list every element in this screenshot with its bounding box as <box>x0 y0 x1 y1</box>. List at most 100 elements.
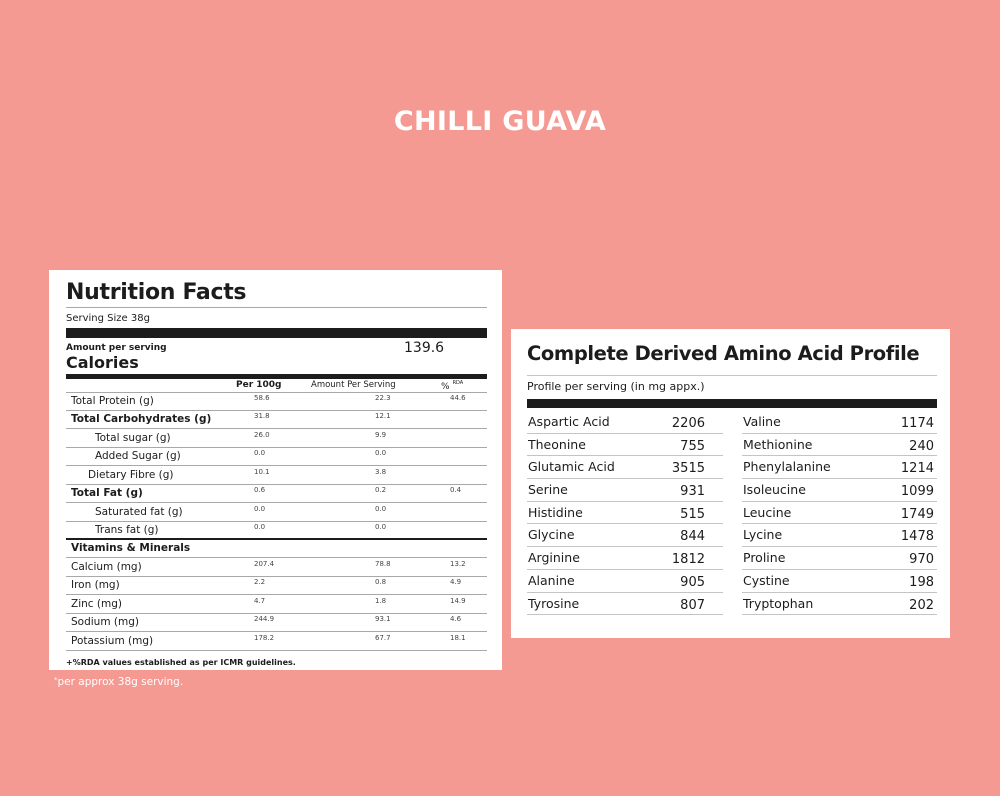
amino-acid-row: Lycine 1478 <box>742 524 937 548</box>
amino-acid-value: 844 <box>680 529 705 545</box>
row-divider <box>66 447 487 448</box>
amino-acid-row: Aspartic Acid 2206 <box>527 411 723 434</box>
per-serving-value: 3.8 <box>375 468 387 476</box>
amount-per-serving-label: Amount per serving <box>66 343 167 353</box>
amino-acid-row: Cystine 198 <box>742 570 937 593</box>
amino-acid-subtitle: Profile per serving (in mg appx.) <box>527 380 705 393</box>
amino-acid-row: Theonine 755 <box>527 434 723 457</box>
amino-acid-row: Histidine 515 <box>527 502 723 525</box>
calories-value: 139.6 <box>404 340 445 356</box>
row-divider <box>66 650 487 651</box>
amino-acid-row: Serine 931 <box>527 479 723 502</box>
row-divider <box>66 484 487 485</box>
per-100g-value: 0.0 <box>254 449 266 457</box>
per-100g-value: 178.2 <box>254 634 275 642</box>
row-divider <box>66 428 487 429</box>
rda-superscript: RDA <box>452 380 464 386</box>
amino-acid-row: Isoleucine 1099 <box>742 479 937 502</box>
row-divider <box>66 521 487 522</box>
rda-value: 14.9 <box>450 597 466 605</box>
per-100g-value: 4.7 <box>254 597 266 605</box>
amino-acid-name: Tryptophan <box>743 595 814 611</box>
amino-acid-row: Methionine 240 <box>742 434 937 457</box>
mineral-row: Zinc (mg) 4.7 1.8 14.9 <box>66 596 487 614</box>
amino-acid-value: 2206 <box>671 416 705 431</box>
row-divider <box>66 613 487 614</box>
amino-acid-name: Arginine <box>528 550 580 566</box>
amino-acid-value: 970 <box>909 552 934 568</box>
amino-acid-name: Alanine <box>528 572 575 588</box>
calories-label: Calories <box>66 353 139 372</box>
amino-acid-column-right: Valine 1174 Methionine 240 Phenylalanine 1214… <box>742 411 937 616</box>
amino-acid-value: 1099 <box>900 484 934 500</box>
column-header-per-100g: Per 100g <box>236 380 282 390</box>
amino-acid-value: 1214 <box>900 461 934 477</box>
rda-value: 13.2 <box>450 560 466 568</box>
page-title: CHILLI GUAVA <box>393 106 607 137</box>
per-serving-value: 1.8 <box>375 597 387 605</box>
mineral-label: Potassium (mg) <box>71 635 154 647</box>
per-100g-value: 31.8 <box>254 412 270 420</box>
nutrient-row: Dietary Fibre (g) 10.1 3.8 <box>66 467 487 485</box>
amino-acid-name: Phenylalanine <box>743 459 831 475</box>
row-divider <box>66 576 487 577</box>
mineral-row: Calcium (mg) 207.4 78.8 13.2 <box>66 559 487 577</box>
amino-acid-name: Glutamic Acid <box>528 459 615 475</box>
per-serving-value: 0.0 <box>375 523 387 531</box>
rda-percent-symbol: % <box>441 382 450 392</box>
per-serving-value: 78.8 <box>375 560 391 568</box>
rda-value: 4.9 <box>450 578 462 586</box>
amino-acid-value: 240 <box>909 438 934 454</box>
per-serving-value: 0.2 <box>375 486 387 494</box>
amino-acid-row: Arginine 1812 <box>527 547 723 570</box>
amino-acid-row: Tyrosine 807 <box>527 593 723 616</box>
amino-acid-name: Isoleucine <box>743 482 806 498</box>
amino-acid-value: 515 <box>680 506 705 522</box>
amino-acid-row: Glycine 844 <box>527 524 723 548</box>
divider <box>527 375 937 376</box>
amino-acid-value: 1812 <box>671 552 705 568</box>
mineral-label: Iron (mg) <box>71 579 120 591</box>
amino-acid-column-left: Aspartic Acid 2206 Theonine 755 Glutamic Aci… <box>527 411 723 616</box>
per-serving-value: 0.8 <box>375 578 387 586</box>
nutrient-label: Dietary Fibre (g) <box>88 469 174 481</box>
serving-size: Serving Size 38g <box>66 313 150 324</box>
nutrient-label: Total Protein (g) <box>71 395 154 407</box>
nutrient-row: Added Sugar (g) 0.0 0.0 <box>66 448 487 466</box>
amino-acid-value: 202 <box>909 597 934 613</box>
amino-acid-row: Glutamic Acid 3515 <box>527 456 723 480</box>
amino-acid-value: 905 <box>680 574 705 590</box>
amino-acid-value: 807 <box>680 597 705 613</box>
serving-note: *per approx 38g serving. <box>54 676 183 688</box>
per-100g-value: 0.0 <box>254 505 266 513</box>
amino-acid-panel: Complete Derived Amino Acid Profile Prof… <box>511 329 950 638</box>
column-header-rda: % RDA <box>441 380 463 392</box>
amino-acid-name: Glycine <box>528 527 575 543</box>
rda-value: 44.6 <box>450 394 466 402</box>
asterisk: * <box>54 676 58 684</box>
per-serving-value: 22.3 <box>375 394 391 402</box>
per-serving-value: 9.9 <box>375 431 387 439</box>
row-divider <box>66 465 487 466</box>
mineral-label: Sodium (mg) <box>71 616 139 628</box>
nutrient-label: Saturated fat (g) <box>95 506 183 518</box>
rda-value: 18.1 <box>450 634 466 642</box>
amino-acid-row: Phenylalanine 1214 <box>742 456 937 480</box>
thick-divider <box>66 328 487 338</box>
mineral-row: Potassium (mg) 178.2 67.7 18.1 <box>66 633 487 651</box>
amino-acid-name: Lycine <box>743 527 783 543</box>
row-divider <box>66 594 487 595</box>
amino-acid-name: Serine <box>528 482 568 498</box>
amino-acid-row: Valine 1174 <box>742 411 937 434</box>
amino-acid-row: Alanine 905 <box>527 570 723 593</box>
per-100g-value: 10.1 <box>254 468 270 476</box>
nutrient-row: Saturated fat (g) 0.0 0.0 <box>66 504 487 522</box>
amino-acid-name: Theonine <box>528 436 586 452</box>
per-100g-value: 26.0 <box>254 431 270 439</box>
amino-acid-name: Methionine <box>743 436 813 452</box>
amino-acid-value: 1749 <box>900 506 934 522</box>
per-serving-value: 67.7 <box>375 634 391 642</box>
per-serving-value: 0.0 <box>375 505 387 513</box>
per-100g-value: 207.4 <box>254 560 275 568</box>
nutrient-label: Total Fat (g) <box>71 487 143 499</box>
